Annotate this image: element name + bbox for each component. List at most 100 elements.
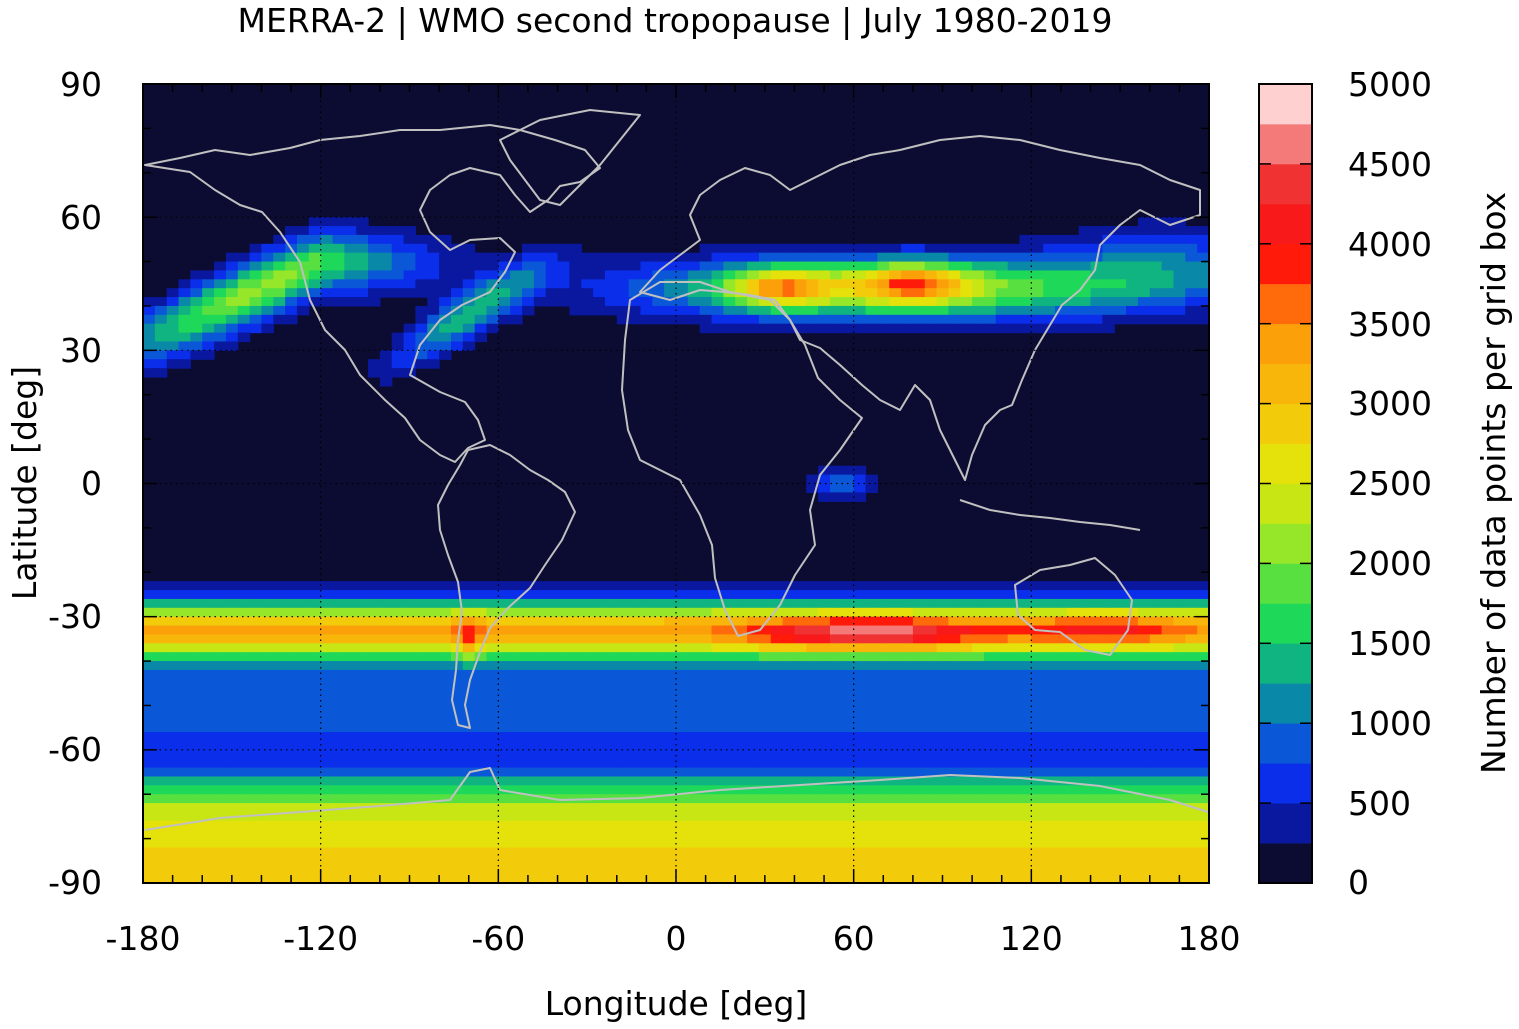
heatmap-cell (166, 314, 180, 325)
heatmap-cell (841, 847, 855, 857)
heatmap-cell (178, 767, 191, 778)
heatmap-cell (557, 590, 570, 600)
heatmap-cell (368, 687, 381, 698)
heatmap-cell (569, 279, 582, 289)
heatmap-cell (747, 270, 760, 280)
heatmap-cell (415, 332, 428, 343)
heatmap-cell (415, 359, 428, 369)
heatmap-cell (214, 616, 227, 627)
heatmap-cell (486, 749, 499, 760)
heatmap-cell (877, 740, 890, 751)
heatmap-cell (699, 323, 713, 334)
heatmap-cell (237, 767, 251, 778)
heatmap-cell (1161, 811, 1175, 822)
heatmap-cell (806, 820, 819, 831)
heatmap-cell (249, 279, 263, 289)
heatmap-cell (486, 794, 499, 804)
heatmap-cell (593, 305, 606, 316)
heatmap-cell (581, 856, 594, 866)
heatmap-cell (901, 758, 914, 769)
heatmap-cell (901, 305, 914, 316)
heatmap-cell (1090, 758, 1103, 769)
heatmap-cell (154, 678, 168, 689)
heatmap-cell (332, 811, 345, 822)
heatmap-cell (498, 865, 511, 875)
heatmap-cell (1161, 705, 1175, 715)
heatmap-cell (1149, 270, 1163, 280)
heatmap-cell (782, 305, 796, 316)
heatmap-cell (261, 243, 274, 254)
heatmap-cell (1185, 705, 1198, 715)
heatmap-cell (178, 590, 191, 600)
heatmap-cell (995, 803, 1009, 813)
heatmap-cell (1185, 847, 1198, 857)
heatmap-cell (604, 598, 618, 609)
heatmap-cell (995, 856, 1009, 866)
heatmap-cell (522, 590, 535, 600)
heatmap-cell (486, 785, 499, 795)
heatmap-cell (1090, 270, 1103, 280)
heatmap-cell (782, 288, 796, 298)
heatmap-cell (1114, 740, 1127, 751)
heatmap-cell (202, 829, 215, 840)
heatmap-cell (427, 785, 440, 795)
heatmap-cell (143, 634, 156, 644)
heatmap-cell (818, 714, 831, 724)
heatmap-cell (1161, 758, 1175, 769)
x-tick-label: -60 (471, 919, 525, 958)
heatmap-cell (995, 607, 1009, 618)
heatmap-cell (616, 803, 630, 813)
heatmap-cell (1161, 590, 1175, 600)
heatmap-cell (581, 723, 594, 733)
heatmap-cell (711, 616, 724, 627)
heatmap-cell (652, 279, 665, 289)
heatmap-cell (1149, 243, 1163, 254)
heatmap-cell (770, 678, 784, 689)
heatmap-cell (202, 811, 215, 822)
heatmap-cell (415, 625, 428, 636)
heatmap-cell (936, 740, 950, 751)
heatmap-cell (1090, 829, 1103, 840)
heatmap-cell (1173, 314, 1186, 325)
heatmap-cell (948, 652, 961, 662)
heatmap-cell (391, 767, 405, 778)
heatmap-cell (225, 643, 239, 653)
heatmap-cell (202, 669, 215, 680)
heatmap-cell (901, 252, 914, 263)
heatmap-cell (1019, 838, 1032, 849)
heatmap-cell (166, 838, 180, 849)
heatmap-cell (190, 288, 203, 298)
heatmap-cell (427, 723, 440, 733)
heatmap-cell (296, 856, 310, 866)
heatmap-cell (818, 803, 831, 813)
heatmap-cell (995, 323, 1009, 334)
heatmap-cell (865, 661, 878, 671)
heatmap-cell (664, 732, 677, 742)
heatmap-cell (379, 785, 393, 795)
heatmap-cell (581, 661, 594, 671)
heatmap-cell (273, 261, 286, 272)
colorbar-level (1259, 363, 1312, 404)
heatmap-cell (1007, 678, 1021, 689)
heatmap-cell (782, 270, 796, 280)
heatmap-cell (1102, 234, 1115, 245)
heatmap-cell (308, 270, 322, 280)
heatmap-cell (1019, 678, 1032, 689)
heatmap-cell (806, 616, 819, 627)
heatmap-cell (1055, 732, 1068, 742)
heatmap-cell (1043, 590, 1056, 600)
heatmap-cell (332, 803, 345, 813)
heatmap-cell (1149, 714, 1163, 724)
heatmap-cell (581, 776, 594, 786)
heatmap-cell (510, 723, 523, 733)
heatmap-cell (676, 581, 689, 591)
heatmap-cell (273, 865, 286, 875)
heatmap-cell (261, 678, 274, 689)
heatmap-cell (711, 776, 724, 786)
heatmap-cell (1102, 874, 1115, 883)
heatmap-cell (522, 803, 535, 813)
heatmap-cell (1019, 723, 1032, 733)
heatmap-cell (403, 226, 417, 236)
heatmap-cell (829, 874, 843, 883)
